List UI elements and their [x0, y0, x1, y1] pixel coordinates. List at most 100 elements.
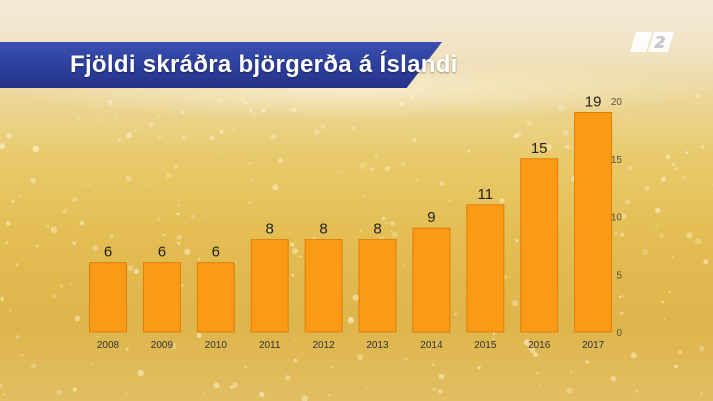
- bubble: [627, 117, 630, 120]
- bubble: [360, 229, 363, 232]
- bubble: [359, 162, 367, 170]
- bubble: [610, 375, 617, 382]
- bubble: [620, 311, 624, 315]
- bubble: [101, 118, 104, 122]
- bubble: [618, 295, 622, 299]
- bubble: [674, 364, 678, 369]
- bubble: [699, 392, 703, 396]
- x-tick-label: 2011: [259, 340, 281, 351]
- bubble: [197, 257, 201, 261]
- bar: [574, 112, 613, 333]
- bubble: [675, 167, 678, 171]
- bubble: [365, 387, 368, 390]
- bubble: [107, 99, 113, 106]
- bubble: [398, 244, 401, 247]
- bubble: [137, 369, 144, 376]
- bubble: [240, 96, 246, 102]
- bubble: [278, 158, 284, 164]
- x-tick-label: 2014: [420, 340, 443, 351]
- bubble: [292, 339, 295, 342]
- bubble: [291, 273, 295, 277]
- bubble: [399, 101, 405, 107]
- bubble: [703, 259, 709, 265]
- bubble: [284, 375, 291, 381]
- bubble: [432, 363, 435, 366]
- bubble: [389, 220, 395, 226]
- y-tick-label: 10: [611, 213, 623, 224]
- bubble: [266, 227, 272, 232]
- bubble: [243, 100, 248, 105]
- bar: [250, 239, 289, 333]
- bubble: [126, 132, 132, 139]
- bubble: [62, 209, 67, 214]
- bubble: [91, 363, 94, 366]
- bubble: [127, 265, 134, 272]
- y-tick-label: 20: [611, 97, 623, 108]
- bubble: [170, 342, 177, 350]
- bubble: [125, 347, 129, 351]
- bubble: [524, 339, 531, 346]
- bubble: [219, 129, 224, 134]
- bubble: [114, 115, 117, 118]
- x-tick-label: 2012: [312, 340, 335, 351]
- bubble: [686, 232, 693, 239]
- bubble: [184, 248, 191, 255]
- bubble: [404, 367, 407, 370]
- bubble: [248, 162, 251, 165]
- bubble: [619, 232, 625, 237]
- bubble: [145, 184, 148, 187]
- bubble: [301, 395, 308, 401]
- bar: [196, 262, 235, 333]
- bubble: [671, 255, 674, 258]
- bubble: [30, 177, 36, 184]
- bubble: [404, 357, 408, 361]
- bubble: [511, 299, 519, 307]
- bubble: [232, 128, 236, 131]
- data-label: 8: [266, 221, 274, 238]
- bubble: [15, 335, 20, 340]
- bubble: [427, 348, 430, 351]
- bubble: [213, 382, 220, 389]
- bubble: [313, 128, 321, 136]
- bubble: [566, 387, 573, 394]
- bubble: [35, 244, 39, 248]
- bar: [142, 262, 181, 333]
- bubble: [438, 373, 445, 380]
- bubble: [391, 231, 398, 238]
- bubble: [641, 248, 649, 256]
- bubble: [585, 360, 589, 364]
- bubble: [328, 394, 331, 397]
- bubble: [337, 171, 340, 174]
- bubble: [546, 144, 552, 151]
- bubble: [190, 214, 196, 220]
- bubble: [621, 294, 625, 298]
- bubble: [5, 241, 8, 244]
- bubble: [672, 162, 676, 167]
- bubble: [181, 134, 187, 140]
- bar: [89, 262, 127, 333]
- bubble: [614, 230, 618, 235]
- bubble: [31, 363, 37, 369]
- bubble: [538, 384, 541, 387]
- bubble: [270, 133, 277, 140]
- bubble: [201, 215, 204, 218]
- bubble: [352, 125, 356, 130]
- bubble: [232, 382, 238, 388]
- bubble: [492, 332, 496, 336]
- bubble: [533, 352, 538, 357]
- bubble: [663, 318, 666, 321]
- bubble: [50, 226, 58, 233]
- bubble: [384, 166, 391, 172]
- bar: [520, 158, 559, 333]
- bar: [412, 227, 451, 333]
- data-label: 6: [158, 244, 166, 261]
- bubble: [52, 294, 57, 299]
- bubble: [229, 385, 234, 390]
- y-tick-label: 5: [616, 270, 622, 281]
- bubble: [628, 166, 633, 170]
- bubble: [21, 354, 24, 356]
- bubble: [6, 133, 12, 139]
- bubble: [425, 141, 428, 144]
- bubble: [249, 177, 253, 182]
